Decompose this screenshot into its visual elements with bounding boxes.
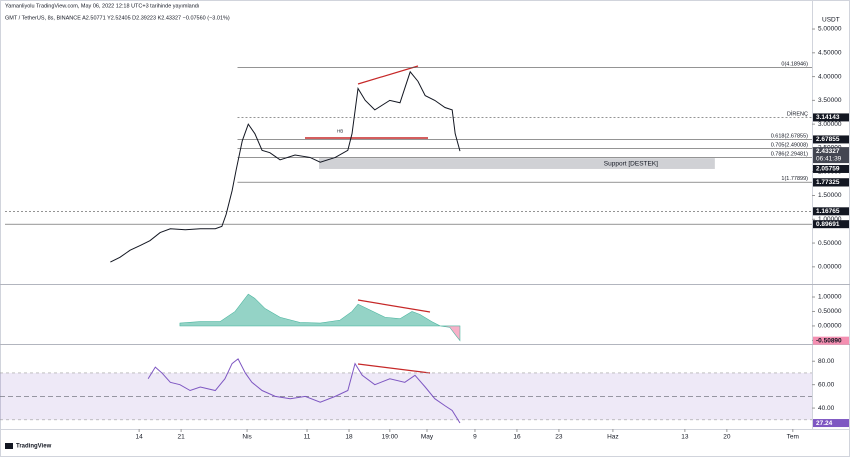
logo-text: TradingView xyxy=(16,444,52,450)
y-tick-label: 1.50000 xyxy=(818,192,842,199)
publish-info: Yamanliyolu TradingView.com, May 06, 202… xyxy=(5,3,199,9)
current-value xyxy=(813,419,849,428)
level-label: 0.618(2.67855) xyxy=(771,133,808,139)
price-line xyxy=(110,70,461,263)
y-tick-label: 0.50000 xyxy=(818,308,842,315)
symbol-line: GMT / TetherUS, 8s, BINANCE A2.50771 Y2.… xyxy=(5,15,230,21)
current-price xyxy=(813,147,849,164)
price-label-text: 3.14143 xyxy=(816,114,840,121)
x-tick-label: Tem xyxy=(787,434,799,441)
price-label xyxy=(813,113,849,122)
price-label xyxy=(813,220,849,229)
y-tick-label: 5.00000 xyxy=(818,26,842,33)
y-tick-label: 60.00 xyxy=(818,381,835,388)
countdown: 06:41:39 xyxy=(816,155,842,162)
x-tick-label: 14 xyxy=(136,434,144,441)
x-tick-label: 20 xyxy=(723,434,731,441)
y-tick-label: 0.00000 xyxy=(818,264,842,271)
x-tick-label: 13 xyxy=(681,434,689,441)
divergence-line xyxy=(357,363,431,374)
level-label: 0.786(2.29481) xyxy=(771,152,808,158)
price-label xyxy=(813,164,849,173)
y-tick-label: 80.00 xyxy=(818,358,835,365)
annotation: HB xyxy=(337,128,343,133)
divergence-line xyxy=(357,299,431,313)
x-tick-label: 21 xyxy=(177,434,185,441)
logo-icon xyxy=(5,443,13,449)
y-tick-label: 1.00000 xyxy=(818,216,842,223)
y-tick-label: 0.50000 xyxy=(818,240,842,247)
current-price-text: 2.43327 xyxy=(816,148,840,155)
y-tick-label: 0.00000 xyxy=(818,323,842,330)
x-tick-label: May xyxy=(421,434,434,441)
price-label-text: 2.05759 xyxy=(816,166,840,173)
currency: USDT xyxy=(822,17,840,24)
x-tick-label: Nis xyxy=(242,434,252,441)
oscillator-area xyxy=(179,293,461,342)
level-label: DİRENÇ xyxy=(787,110,808,117)
x-tick-label: Haz xyxy=(607,434,619,441)
current-value xyxy=(813,336,849,345)
x-tick-label: 11 xyxy=(304,434,311,441)
price-label-text: 0.89691 xyxy=(816,221,840,228)
y-tick-label: 4.50000 xyxy=(818,50,842,57)
divergence-line xyxy=(357,65,419,85)
price-label-text: 1.77325 xyxy=(816,179,840,186)
y-tick-label: 3.00000 xyxy=(818,121,842,128)
x-tick-label: 9 xyxy=(473,434,477,441)
level-label: 0.705(2.49008) xyxy=(771,142,808,148)
current-value-text: 27.24 xyxy=(816,420,833,427)
price-label xyxy=(813,207,849,216)
y-tick-label: 3.50000 xyxy=(818,97,842,104)
support-zone xyxy=(319,158,715,169)
x-tick-label: 19:00 xyxy=(382,434,399,441)
x-tick-label: 23 xyxy=(555,434,563,441)
current-value-text: -0.50890 xyxy=(816,337,842,344)
y-tick-label: 40.00 xyxy=(818,405,835,412)
y-tick-label: 4.00000 xyxy=(818,73,842,80)
price-label xyxy=(813,135,849,144)
support-label: Support [DESTEK] xyxy=(604,160,658,167)
price-label-text: 1.16765 xyxy=(816,208,840,215)
x-tick-label: 16 xyxy=(513,434,521,441)
price-label xyxy=(813,178,849,187)
price-line xyxy=(147,358,461,424)
logo: TradingView xyxy=(5,443,52,450)
price-label-text: 2.67855 xyxy=(816,136,840,143)
x-tick-label: 18 xyxy=(345,434,353,441)
y-tick-label: 1.00000 xyxy=(818,294,842,301)
level-label: 0(4.18946) xyxy=(781,62,808,68)
level-label: 1(1.77899) xyxy=(781,176,808,182)
